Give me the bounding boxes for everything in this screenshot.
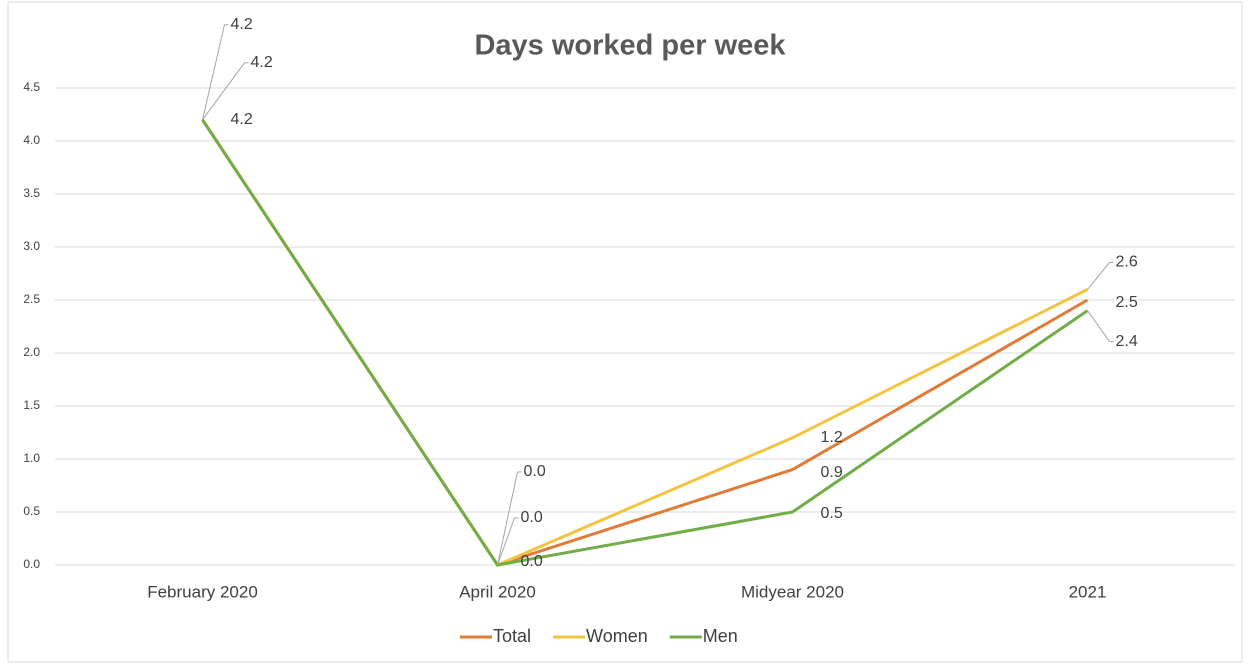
leader-line (497, 517, 519, 566)
leader-line (497, 471, 522, 566)
chart-title: Days worked per week (474, 30, 786, 62)
y-tick-label: 0.0 (23, 557, 40, 571)
data-label: 0.9 (821, 464, 843, 481)
legend-label: Women (586, 626, 648, 646)
y-tick-label: 0.5 (23, 504, 40, 518)
x-tick-label: February 2020 (147, 582, 258, 601)
data-label: 4.2 (231, 16, 253, 33)
data-label: 2.6 (1116, 254, 1138, 271)
y-tick-label: 1.0 (23, 451, 40, 465)
leader-line (1087, 310, 1114, 343)
data-label: 0.0 (521, 553, 543, 570)
legend-label: Total (493, 626, 531, 646)
data-label: 0.5 (821, 505, 843, 522)
x-tick-label: Midyear 2020 (741, 582, 844, 601)
y-tick-label: 4.5 (23, 80, 40, 94)
data-label: 2.5 (1116, 294, 1138, 311)
series-line (201, 118, 1089, 567)
leader-line (1087, 261, 1114, 290)
leader-line (202, 62, 249, 121)
x-tick-label: 2021 (1069, 582, 1107, 601)
y-tick-label: 2.0 (23, 345, 40, 359)
data-label: 2.4 (1116, 333, 1138, 350)
data-label: 0.0 (524, 463, 546, 480)
y-tick-label: 1.5 (23, 398, 40, 412)
leader-line (202, 24, 229, 120)
x-tick-label: April 2020 (459, 582, 536, 601)
data-label: 4.2 (251, 54, 273, 71)
data-label: 4.2 (231, 111, 253, 128)
y-tick-label: 4.0 (23, 133, 40, 147)
legend-label: Men (703, 626, 738, 646)
y-tick-label: 3.5 (23, 186, 40, 200)
chart-border (7, 1, 1243, 663)
data-label: 1.2 (821, 429, 843, 446)
y-tick-label: 3.0 (23, 239, 40, 253)
y-tick-label: 2.5 (23, 292, 40, 306)
data-label: 0.0 (521, 509, 543, 526)
